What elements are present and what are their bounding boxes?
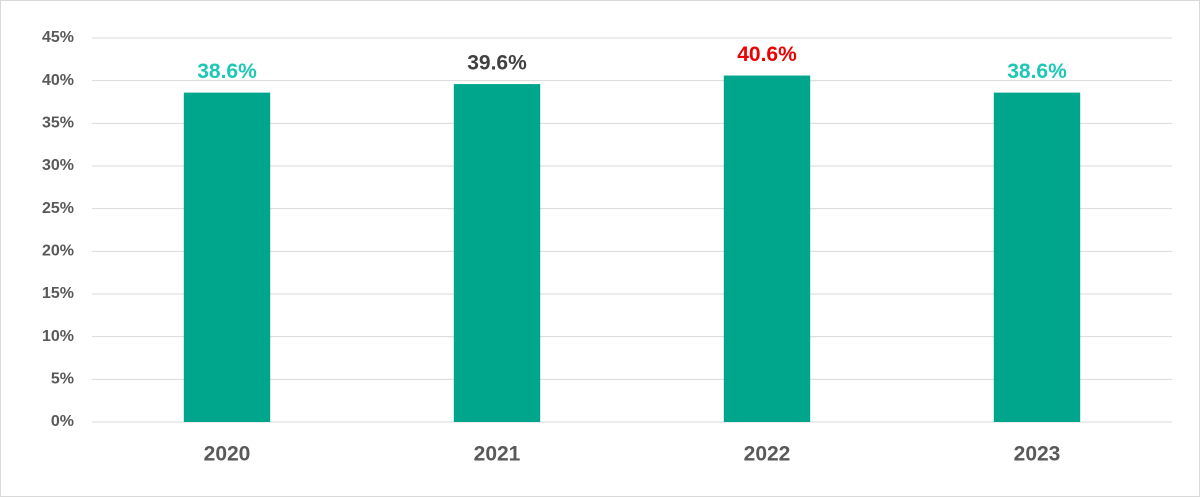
bar — [993, 92, 1081, 422]
y-tick-label: 45% — [42, 29, 74, 46]
y-tick-label: 5% — [51, 371, 74, 388]
y-tick-label: 20% — [42, 243, 74, 260]
y-tick-label: 35% — [42, 115, 74, 132]
value-label: 38.6% — [197, 60, 257, 83]
x-tick-label: 2022 — [744, 443, 791, 466]
y-tick-label: 0% — [51, 413, 74, 430]
bar — [723, 75, 811, 423]
x-tick-label: 2023 — [1014, 443, 1061, 466]
value-label: 40.6% — [737, 43, 797, 66]
bar — [183, 92, 271, 422]
y-tick-label: 15% — [42, 285, 74, 302]
value-label: 38.6% — [1007, 60, 1067, 83]
x-tick-label: 2021 — [474, 443, 521, 466]
y-tick-label: 25% — [42, 200, 74, 217]
y-tick-label: 10% — [42, 328, 74, 345]
bar — [453, 84, 541, 422]
x-tick-label: 2020 — [204, 443, 251, 466]
value-label: 39.6% — [467, 52, 527, 75]
y-tick-label: 30% — [42, 157, 74, 174]
y-tick-label: 40% — [42, 72, 74, 89]
